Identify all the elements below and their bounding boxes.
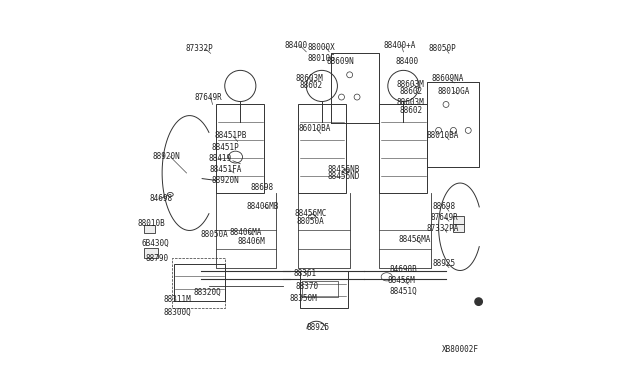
Circle shape [475, 298, 483, 305]
Text: 84698B: 84698B [390, 265, 417, 274]
Text: 88400: 88400 [284, 41, 307, 50]
Text: 88925: 88925 [307, 323, 330, 332]
Text: 88602: 88602 [399, 87, 422, 96]
Text: 88920N: 88920N [152, 152, 180, 161]
Text: 88370: 88370 [296, 282, 319, 291]
Text: 88456M: 88456M [388, 276, 415, 285]
FancyBboxPatch shape [453, 224, 464, 232]
Text: 88456NB: 88456NB [328, 165, 360, 174]
Text: 88451PB: 88451PB [215, 131, 247, 141]
Text: 88603M: 88603M [397, 98, 425, 107]
Text: 87332PA: 87332PA [426, 224, 458, 233]
Text: 88010G: 88010G [308, 54, 336, 62]
Text: 88602: 88602 [299, 81, 323, 90]
Text: 88920N: 88920N [212, 176, 239, 185]
Text: 86010BA: 86010BA [298, 124, 331, 133]
Text: 88790: 88790 [145, 254, 168, 263]
Text: 88010B: 88010B [138, 219, 165, 228]
Text: 88400+A: 88400+A [383, 41, 416, 50]
Text: 88456ND: 88456ND [328, 172, 360, 181]
Text: 88456MA: 88456MA [398, 235, 431, 244]
Text: 88451FA: 88451FA [209, 165, 242, 174]
Text: 88010BA: 88010BA [426, 131, 458, 141]
Text: 88406MA: 88406MA [230, 228, 262, 237]
Text: 88698: 88698 [433, 202, 456, 211]
Text: 88925: 88925 [433, 259, 456, 268]
FancyBboxPatch shape [143, 247, 157, 258]
Text: 88456MC: 88456MC [294, 209, 327, 218]
Text: 88406M: 88406M [237, 237, 266, 246]
Text: 87649R: 87649R [195, 93, 223, 102]
Text: 88609N: 88609N [326, 57, 355, 66]
FancyBboxPatch shape [145, 225, 155, 233]
FancyBboxPatch shape [453, 216, 464, 224]
Text: 88350M: 88350M [289, 294, 317, 303]
Text: XB80002F: XB80002F [442, 345, 479, 354]
Text: 88698: 88698 [251, 183, 274, 192]
Text: 88400: 88400 [396, 57, 419, 66]
Text: 88602: 88602 [399, 106, 422, 115]
Text: 88361: 88361 [294, 269, 317, 278]
Text: 88603M: 88603M [295, 74, 323, 83]
Text: 87332P: 87332P [186, 44, 213, 53]
Text: 84698: 84698 [149, 195, 172, 203]
Text: 88406MB: 88406MB [246, 202, 279, 211]
Text: 88451P: 88451P [212, 142, 239, 151]
Text: 88320Q: 88320Q [193, 288, 221, 297]
Text: 88311M: 88311M [163, 295, 191, 304]
Text: 6B430Q: 6B430Q [141, 239, 169, 248]
Text: 88000X: 88000X [308, 42, 336, 51]
Text: 88603M: 88603M [397, 80, 425, 89]
Text: 88050A: 88050A [200, 230, 228, 239]
Text: 88300Q: 88300Q [163, 308, 191, 317]
Text: 88010GA: 88010GA [437, 87, 470, 96]
Text: 87649R: 87649R [430, 213, 458, 222]
Text: 88050A: 88050A [297, 217, 324, 226]
Text: 88451Q: 88451Q [390, 287, 417, 296]
Text: 88609NA: 88609NA [431, 74, 464, 83]
Text: 88419: 88419 [209, 154, 232, 163]
Text: 88050P: 88050P [428, 44, 456, 53]
